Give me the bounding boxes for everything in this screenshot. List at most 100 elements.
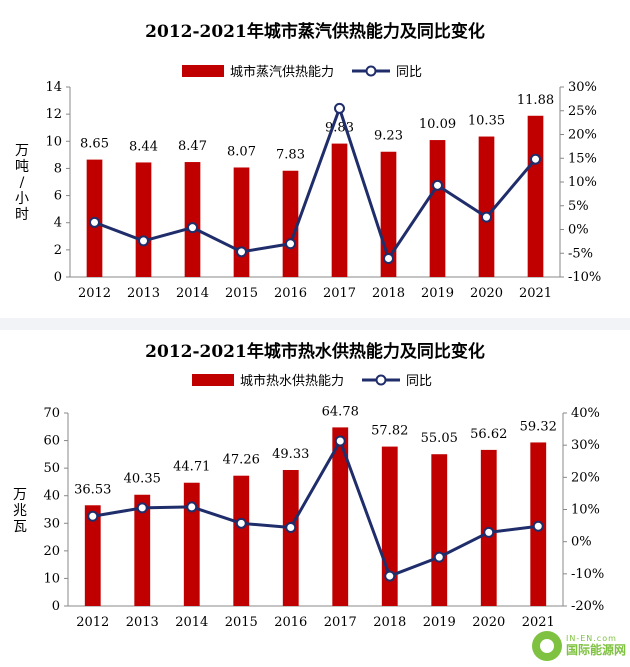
yoy-point xyxy=(483,526,495,538)
yoy-point xyxy=(186,501,198,513)
x-tick-label: 2021 xyxy=(522,615,555,630)
x-tick-label: 2017 xyxy=(324,615,357,630)
chart-title: 2012-2021年城市热水供热能力及同比变化 xyxy=(145,341,485,362)
yoy-point xyxy=(235,517,247,529)
bar-value-label: 57.82 xyxy=(371,424,408,439)
right-tick-label: 30% xyxy=(568,80,597,95)
left-tick-label: 30 xyxy=(43,516,60,531)
x-tick-label: 2016 xyxy=(274,286,307,301)
bar xyxy=(135,162,152,277)
left-tick-label: 0 xyxy=(52,599,60,614)
bar-value-label: 44.71 xyxy=(173,460,210,475)
x-tick-label: 2018 xyxy=(372,286,405,301)
right-tick-label: 40% xyxy=(571,406,600,421)
x-tick-label: 2015 xyxy=(225,286,258,301)
right-tick-label: 5% xyxy=(568,199,589,214)
yoy-point xyxy=(334,435,346,447)
bar-value-label: 59.32 xyxy=(520,419,557,434)
yoy-point xyxy=(432,179,443,191)
left-tick-label: 2 xyxy=(54,243,62,258)
bar xyxy=(527,115,544,278)
bar xyxy=(282,469,299,606)
bar xyxy=(381,446,398,606)
x-tick-label: 2014 xyxy=(176,286,209,301)
left-tick-label: 10 xyxy=(45,134,62,149)
bar xyxy=(431,454,448,606)
left-tick-label: 60 xyxy=(43,434,60,449)
bar-value-label: 9.23 xyxy=(374,129,403,144)
bar-value-label: 55.05 xyxy=(421,431,458,446)
legend-line-label: 同比 xyxy=(396,65,422,80)
bar-value-label: 10.35 xyxy=(468,114,505,129)
yoy-point xyxy=(87,510,99,522)
left-tick-label: 4 xyxy=(54,216,62,231)
left-tick-label: 50 xyxy=(43,461,60,476)
yoy-point xyxy=(384,570,396,582)
yoy-point xyxy=(187,222,198,234)
legend-bar-swatch xyxy=(192,374,234,386)
x-tick-label: 2019 xyxy=(423,615,456,630)
legend-line-marker xyxy=(375,374,387,386)
bar-value-label: 8.44 xyxy=(129,139,158,154)
left-tick-label: 10 xyxy=(43,571,60,586)
right-tick-label: 0% xyxy=(571,535,592,550)
yoy-line xyxy=(92,439,539,578)
x-tick-label: 2012 xyxy=(78,286,111,301)
watermark-name: 国际能源网 xyxy=(565,642,626,657)
legend-bar-label: 城市热水供热能力 xyxy=(240,373,344,389)
right-tick-label: 25% xyxy=(568,104,597,119)
yoy-point xyxy=(138,235,149,247)
yoy-point xyxy=(433,551,445,563)
right-tick-label: 20% xyxy=(568,128,597,143)
watermark-logo-icon xyxy=(531,631,562,661)
yoy-line xyxy=(93,106,537,260)
legend-line-marker xyxy=(365,65,377,77)
bar-value-label: 49.33 xyxy=(272,447,309,462)
yoy-point xyxy=(89,216,100,228)
right-tick-label: 0% xyxy=(568,223,589,238)
hot-water-chart-panel: 2012-2021年城市热水供热能力及同比变化 城市热水供热能力 同比 0 10 20 30… xyxy=(0,330,630,663)
left-tick-label: 8 xyxy=(54,161,62,176)
bar xyxy=(282,170,299,277)
y-axis-label: 万兆瓦 xyxy=(13,487,27,535)
bar-value-label: 47.26 xyxy=(223,453,260,468)
bar-value-label: 8.65 xyxy=(80,137,109,152)
x-tick-label: 2021 xyxy=(519,286,552,301)
steam-chart-panel: 2012-2021年城市蒸汽供热能力及同比变化 城市蒸汽供热能力 同比 0 2 4 6 8 10… xyxy=(0,0,630,318)
bar-value-label: 11.88 xyxy=(517,93,554,108)
left-tick-label: 40 xyxy=(43,489,60,504)
yoy-point xyxy=(136,502,148,514)
watermark-url: IN-EN.com xyxy=(565,634,617,643)
bar-value-label: 8.47 xyxy=(178,139,207,154)
right-tick-label: -10% xyxy=(571,567,604,582)
right-tick-label: -5% xyxy=(568,246,593,261)
watermark: IN-EN.com 国际能源网 xyxy=(531,631,626,661)
legend-bar-swatch xyxy=(182,65,224,77)
yoy-point xyxy=(481,211,492,223)
bar xyxy=(84,505,101,606)
left-tick-label: 14 xyxy=(45,80,62,95)
yoy-point xyxy=(334,102,345,114)
bar xyxy=(134,494,151,606)
chart-title: 2012-2021年城市蒸汽供热能力及同比变化 xyxy=(145,21,485,42)
bar-value-label: 40.35 xyxy=(124,472,161,487)
bar-value-label: 36.53 xyxy=(74,482,111,497)
x-tick-label: 2013 xyxy=(126,615,159,630)
bar-value-label: 8.07 xyxy=(227,144,256,159)
bar xyxy=(429,140,446,277)
bar xyxy=(233,167,250,277)
yoy-point xyxy=(285,238,296,250)
yoy-point xyxy=(285,522,297,534)
left-tick-label: 12 xyxy=(45,107,62,122)
right-tick-label: 15% xyxy=(568,151,597,166)
right-tick-label: 30% xyxy=(571,438,600,453)
x-tick-label: 2020 xyxy=(472,615,505,630)
x-tick-label: 2012 xyxy=(76,615,109,630)
left-tick-label: 0 xyxy=(54,270,62,285)
left-tick-label: 70 xyxy=(43,406,60,421)
right-tick-label: 10% xyxy=(571,503,600,518)
bar xyxy=(331,143,348,277)
legend-line-label: 同比 xyxy=(406,374,432,389)
bar xyxy=(332,427,349,606)
